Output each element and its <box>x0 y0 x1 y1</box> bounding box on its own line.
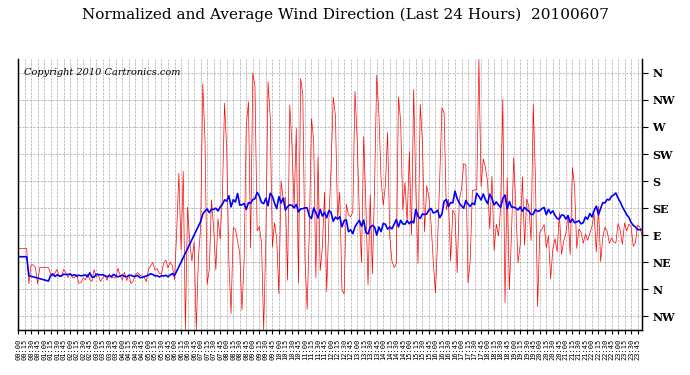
Text: Normalized and Average Wind Direction (Last 24 Hours)  20100607: Normalized and Average Wind Direction (L… <box>81 8 609 22</box>
Text: Copyright 2010 Cartronics.com: Copyright 2010 Cartronics.com <box>24 68 181 76</box>
